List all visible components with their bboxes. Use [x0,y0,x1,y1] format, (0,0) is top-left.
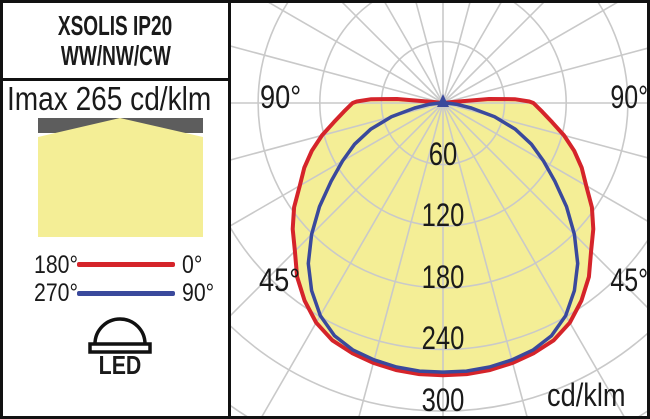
grid-radial [442,3,502,104]
grid-radial [384,3,444,104]
border-right [647,0,650,419]
grid-radial [442,3,471,104]
ring-label: 120 [421,197,465,233]
product-title-line1: XSOLIS IP20 [58,9,173,41]
grid-radial [442,3,545,104]
grid-radial [442,102,625,416]
led-label: LED [98,350,142,380]
panel-divider-horizontal [0,78,231,81]
curve-c90-c270 [306,101,580,374]
legend-label-90: 90° [182,279,215,307]
legend-label-0: 0° [182,251,203,279]
product-title-line2: WW/NW/CW [60,39,171,71]
grid-radial [231,102,444,227]
beam-distribution-graphic [38,118,203,237]
grid-radial [358,102,444,416]
led-base [88,342,152,354]
lmax-value: Imax 265 cd/klm [7,80,212,117]
grid-radial [268,3,444,104]
unit-label: cd/klm [547,377,626,413]
angle-label-left-45: 45° [259,262,301,298]
title-box: XSOLIS IP20 WW/NW/CW [3,3,228,78]
led-icon [88,317,152,354]
border-left [0,0,3,419]
legend-label-270: 270° [34,279,78,307]
grid-radial [442,47,647,104]
legend-line-c0-c180 [77,262,175,267]
panel-divider-vertical [228,0,231,419]
ring-label: 60 [428,136,458,172]
angle-label-right-90: 90° [610,79,649,115]
led-dome [93,317,147,345]
grid-radial [442,102,528,416]
ring-label: 300 [421,382,465,418]
curve-c0-c180 [290,97,596,378]
grid-radial [231,45,444,104]
grid-radial [231,102,444,317]
grid-radial [442,102,647,159]
border-bottom [0,416,650,419]
angle-label-right-45: 45° [610,262,649,298]
grid-radial [442,102,647,309]
grid-radial [341,3,444,104]
grid-radial [442,102,647,222]
angle-label-left-90: 90° [260,79,302,115]
ring-label: 180 [421,259,465,295]
border-top [0,0,650,3]
grid-radial [415,3,444,104]
grid-radial [231,102,444,161]
beam-shape [38,118,203,237]
ring-label: 240 [421,320,465,356]
legend-label-180: 180° [34,251,78,279]
grid-radial [442,3,618,104]
pole-spike [437,94,449,107]
legend-line-c90-c270 [77,291,175,296]
grid-radial [261,102,444,416]
